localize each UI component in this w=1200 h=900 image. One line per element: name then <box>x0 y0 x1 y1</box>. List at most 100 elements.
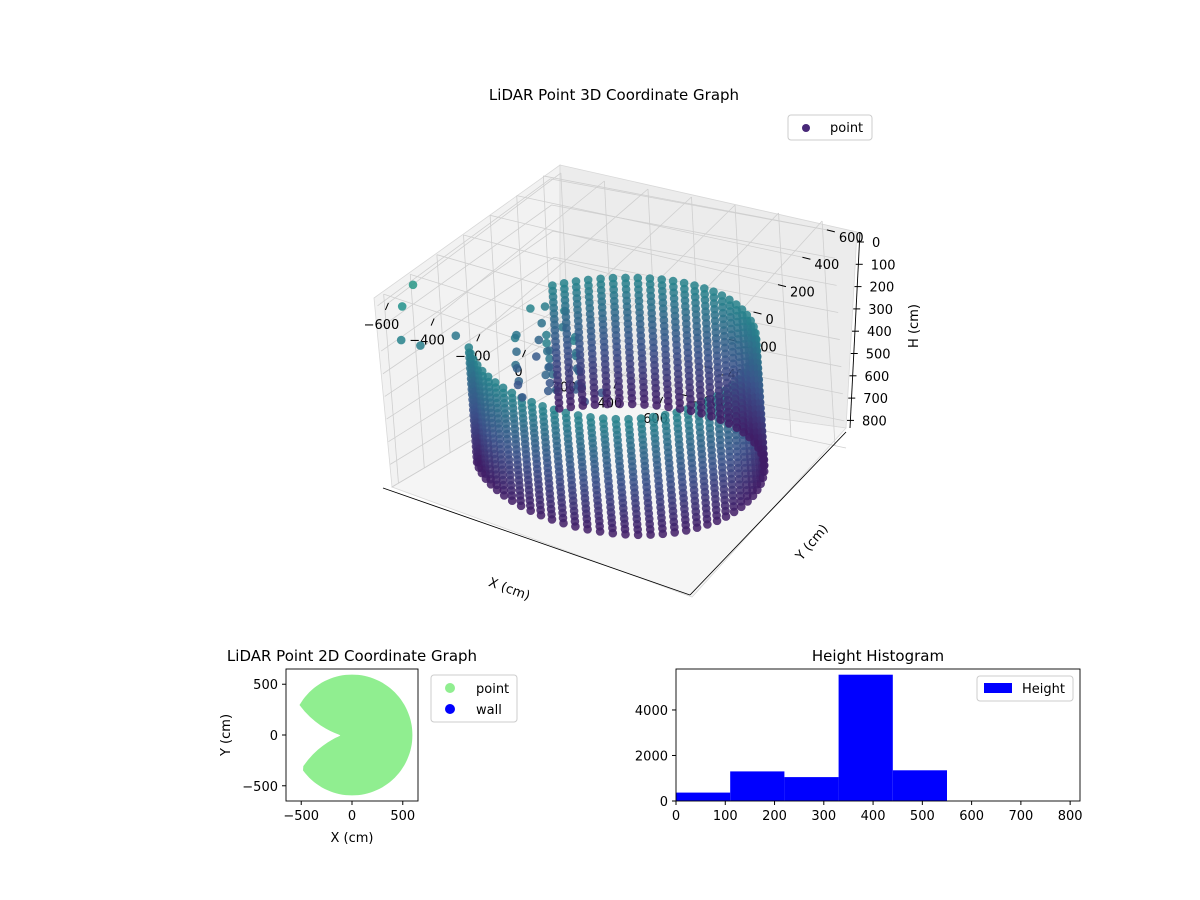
legend-2d-marker-wall <box>445 704 455 714</box>
point-3d <box>542 338 551 348</box>
z-tick-label-3d: 200 <box>870 281 895 296</box>
z-axis-label-3d: H (cm) <box>907 304 922 348</box>
y-tick-label-2d: 500 <box>253 678 278 693</box>
legend-3d-box <box>787 114 873 141</box>
x-ticks-2d: −500 0 500 <box>283 801 415 824</box>
point-3d <box>559 279 569 288</box>
point-3d <box>540 302 550 311</box>
x-tick-label-histogram: 200 <box>762 809 787 824</box>
y-axis-line <box>689 431 847 596</box>
y-tick-label-2d: −500 <box>242 780 278 795</box>
x-tick-label-2d: 500 <box>390 809 415 824</box>
x-tick-label-histogram: 600 <box>959 809 984 824</box>
x-tick-label-2d: 0 <box>348 809 356 824</box>
z-tick-label-3d: 0 <box>872 236 880 251</box>
point-3d <box>512 364 522 373</box>
point-3d <box>608 273 618 283</box>
histogram-bar <box>784 777 839 801</box>
point-3d <box>397 302 407 311</box>
point-3d <box>545 354 554 364</box>
point-3d <box>648 412 658 422</box>
point-3d <box>645 274 655 283</box>
y-tick-label-3d: 600 <box>839 231 864 246</box>
y-tick-label-histogram: 2000 <box>635 749 668 764</box>
y-tick-mark-3d <box>777 284 787 288</box>
x-tick-label-histogram: 700 <box>1008 809 1033 824</box>
point-3d <box>717 291 727 300</box>
chart-2d-title: LiDAR Point 2D Coordinate Graph <box>227 647 477 665</box>
z-ticks-3d: 0 100 200 300 400 500 600 700 800 <box>847 236 896 429</box>
grid-side-h <box>377 178 551 307</box>
point-3d <box>586 413 595 422</box>
grid-side-h <box>382 256 555 375</box>
x-ticks-histogram: 0 100 200 300 400 500 600 700 800 <box>672 801 1083 824</box>
point-3d <box>545 346 554 355</box>
x-tick-mark-3d <box>430 318 435 326</box>
point-3d <box>408 280 418 290</box>
legend-2d: point wall <box>430 674 518 723</box>
chart-3d-title: LiDAR Point 3D Coordinate Graph <box>489 86 739 104</box>
grid-side-y <box>436 254 451 453</box>
point-3d <box>507 388 517 398</box>
point-3d <box>725 295 734 305</box>
point-cloud-3d <box>396 273 769 540</box>
chart-histogram: Height Histogram 0 100 200 300 400 500 600 700 8… <box>635 647 1083 824</box>
point-3d <box>598 414 608 423</box>
legend-histogram-swatch <box>984 683 1012 693</box>
grid-floor-y <box>516 195 803 258</box>
histogram-title: Height Histogram <box>812 647 944 665</box>
point-3d <box>709 287 718 297</box>
histogram-bar <box>676 792 731 801</box>
y-tick-mark-3d <box>802 256 811 260</box>
x-tick-label-2d: −500 <box>283 809 319 824</box>
point-3d <box>545 378 555 388</box>
y-tick-mark-3d <box>753 311 762 315</box>
x-tick-label-histogram: 0 <box>672 809 680 824</box>
histogram-bar <box>730 771 785 801</box>
point-3d <box>679 278 689 288</box>
y-tick-label-3d: 200 <box>790 286 815 301</box>
point-3d <box>657 275 666 284</box>
x-tick-label-histogram: 300 <box>811 809 836 824</box>
chart-3d: LiDAR Point 3D Coordinate Graph −600 −400… <box>364 86 922 604</box>
y-tick-label-histogram: 4000 <box>635 704 668 719</box>
point-3d <box>416 341 425 350</box>
point-3d <box>542 330 551 340</box>
y-tick-label-2d: 0 <box>270 729 278 744</box>
grid-side-y <box>409 274 425 468</box>
point-3d <box>596 274 605 284</box>
legend-3d-marker <box>802 124 810 132</box>
point-3d <box>527 397 536 407</box>
grid-side-y <box>383 294 399 484</box>
x-tick-label-histogram: 100 <box>713 809 738 824</box>
point-3d <box>537 318 546 328</box>
point-3d <box>498 383 508 393</box>
chart-2d: LiDAR Point 2D Coordinate Graph −500 0 500… <box>219 647 518 846</box>
point-3d <box>532 352 541 361</box>
point-3d <box>548 281 557 290</box>
point-3d <box>512 330 521 340</box>
point-3d <box>396 335 406 345</box>
histogram-bar <box>892 770 947 801</box>
x-tick-label-3d: −400 <box>409 334 445 349</box>
point-3d <box>700 284 709 293</box>
y-tick-mark-3d <box>826 229 836 233</box>
grid-back-x <box>778 212 792 437</box>
point-3d <box>571 277 581 286</box>
z-tick-label-3d: 400 <box>867 325 892 340</box>
legend-3d: point <box>787 114 873 141</box>
x-tick-label-histogram: 500 <box>910 809 935 824</box>
z-tick-label-3d: 600 <box>865 370 890 385</box>
point-3d <box>543 386 553 396</box>
x-axis-line <box>382 487 691 596</box>
z-tick-label-3d: 800 <box>862 414 887 429</box>
point-3d <box>545 362 554 372</box>
histogram-bar <box>838 674 893 801</box>
point-3d <box>534 335 544 345</box>
grid-back-h <box>552 230 837 286</box>
y-axis-label-3d: Y (cm) <box>792 522 831 565</box>
point-cloud-2d <box>299 674 413 796</box>
point-3d <box>541 370 550 380</box>
point-3d <box>573 411 583 420</box>
point-3d <box>660 410 670 420</box>
